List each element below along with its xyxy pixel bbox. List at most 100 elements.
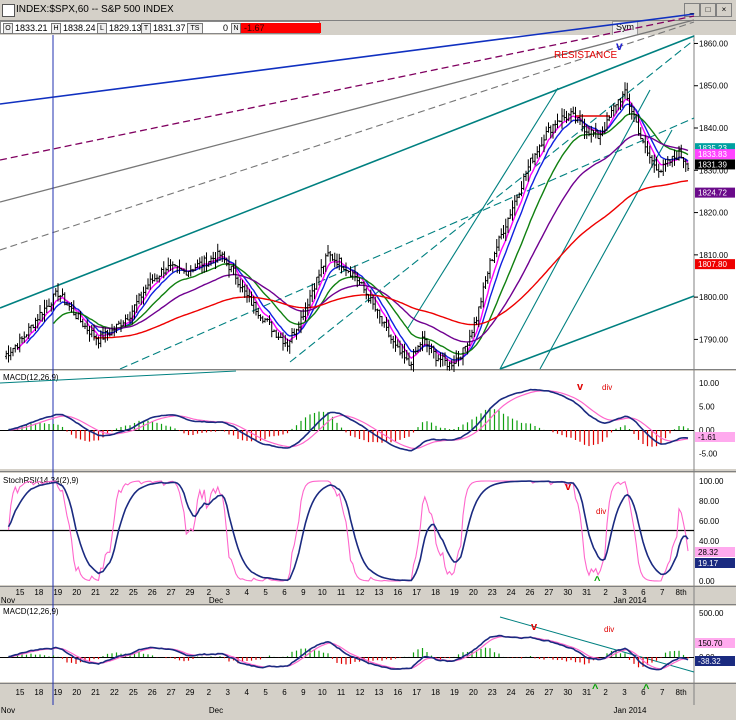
price-tick-label: 1820.00: [699, 209, 728, 218]
date-tick-label: 20: [72, 688, 81, 697]
date-tick-label: 19: [450, 688, 459, 697]
date-tick-label: 21: [91, 588, 100, 597]
teal-fan-3: [539, 129, 673, 370]
macd1-div-label: div: [602, 383, 612, 392]
ohlc-readout: O 1833.21 H 1838.24 L 1829.13 T 1831.37 …: [0, 21, 321, 34]
date-tick-label: 26: [526, 688, 535, 697]
date-tick-label: 30: [563, 688, 572, 697]
date-tick-label: 26: [148, 688, 157, 697]
date-tick-label: 11: [337, 588, 346, 597]
month-label: Nov: [1, 706, 15, 715]
date-tick-label: 16: [393, 588, 402, 597]
t-label: T: [141, 23, 151, 34]
macd1-v-mark: v: [577, 381, 584, 393]
gray-dashed-trendline: [0, 21, 695, 251]
date-tick-label: 18: [34, 688, 43, 697]
ma-22-line: [52, 113, 689, 355]
month-label: Dec: [209, 706, 223, 715]
ma-110-line: [94, 180, 689, 339]
price-badge: 1807.80: [698, 260, 727, 269]
date-tick-label: 16: [393, 688, 402, 697]
macd2-badge-2: -38.32: [698, 657, 721, 666]
date-tick-label: 19: [53, 688, 62, 697]
price-tick-label: 1800.00: [699, 293, 728, 302]
date-tick-label: 24: [507, 588, 516, 597]
price-trendlines: [0, 13, 695, 705]
date-tick-label: 19: [53, 588, 62, 597]
date-tick-label: 9: [301, 588, 306, 597]
month-label: Dec: [209, 596, 223, 605]
macd2-line: [8, 634, 689, 671]
macd1-panel: [0, 371, 694, 469]
window-titlebar: INDEX:$SPX,60 -- S&P 500 INDEX _ □ ×: [0, 0, 736, 21]
date-tick-label: 2: [207, 588, 212, 597]
macd2-signal-line: [8, 635, 689, 670]
ts-label: TS: [187, 23, 203, 34]
date-tick-label: 18: [431, 688, 440, 697]
stochrsi-label: StochRSI(14,34(2),9): [3, 476, 79, 485]
date-tick-label: 13: [374, 688, 383, 697]
macd2-tick: 500.00: [699, 609, 724, 618]
date-tick-label: 15: [16, 688, 25, 697]
price-tick-label: 1830.00: [699, 166, 728, 175]
macd2-panel: [0, 606, 694, 682]
date-tick-label: 3: [622, 688, 627, 697]
month-label: Nov: [1, 596, 15, 605]
price-badge: 1833.83: [698, 150, 727, 159]
teal-fan-1: [407, 87, 559, 329]
date-tick-label: 23: [488, 588, 497, 597]
macd1-tick: 0.00: [699, 426, 715, 435]
date-tick-label: 26: [526, 588, 535, 597]
date-tick-label: 7: [660, 688, 665, 697]
date-tick-label: 4: [244, 588, 249, 597]
date-tick-label: 24: [507, 688, 516, 697]
date-tick-label: 13: [374, 588, 383, 597]
app-icon: [2, 4, 15, 17]
date-tick-label: 27: [544, 688, 553, 697]
date-tick-label: 22: [110, 588, 119, 597]
maximize-button[interactable]: □: [700, 3, 716, 17]
date-tick-label: 12: [356, 588, 365, 597]
date-tick-label: 23: [488, 688, 497, 697]
date-tick-label: 8th: [676, 588, 687, 597]
net-change-value: -1.67: [241, 23, 321, 33]
date-tick-label: 18: [431, 588, 440, 597]
stoch-div-label: div: [596, 507, 606, 516]
macd1-line: [8, 388, 689, 452]
blue-upper-trendline: [0, 13, 695, 105]
date-tick-label: 5: [263, 588, 268, 597]
ts-value: 0: [223, 23, 229, 33]
date-tick-label: 10: [318, 588, 327, 597]
macd2-caret-2: ^: [643, 683, 650, 695]
macd2-label: MACD(12,26,9): [3, 607, 59, 616]
date-axis-upper: 15 18 19 20 21 22 25 26 27 29 2 3 4 5 6 9 10 11 12 13 16 17 18…: [1, 588, 687, 605]
date-tick-label: 11: [337, 688, 346, 697]
teal-channel-lower: [499, 295, 695, 370]
stoch-caret: ^: [594, 575, 601, 587]
date-tick-label: 29: [186, 688, 195, 697]
date-tick-label: 31: [582, 588, 591, 597]
date-tick-label: 5: [263, 688, 268, 697]
last-value: 1831.37: [153, 23, 186, 33]
close-button[interactable]: ×: [716, 3, 732, 17]
macd1-tick: 10.00: [699, 379, 720, 388]
stoch-d-line: [7, 480, 689, 582]
stoch-badge-1: 28.32: [698, 548, 719, 557]
macd1-histogram: [7, 407, 689, 447]
date-tick-label: 3: [622, 588, 627, 597]
date-tick-label: 8th: [676, 688, 687, 697]
macd2-div-label: div: [604, 625, 614, 634]
stoch-tick: 100.00: [699, 477, 724, 486]
teal-channel-upper: [0, 35, 695, 309]
date-tick-label: 6: [282, 688, 287, 697]
date-tick-label: 20: [469, 688, 478, 697]
date-tick-label: 10: [318, 688, 327, 697]
high-value: 1838.24: [63, 23, 96, 33]
macd1-signal-line: [8, 390, 689, 449]
price-axis: 1860.00 1850.00 1840.00 1830.00 1820.00 1810.…: [694, 39, 728, 344]
date-tick-label: 12: [356, 688, 365, 697]
date-tick-label: 17: [412, 688, 421, 697]
stoch-tick: 0.00: [699, 577, 715, 586]
price-tick-label: 1860.00: [699, 39, 728, 48]
